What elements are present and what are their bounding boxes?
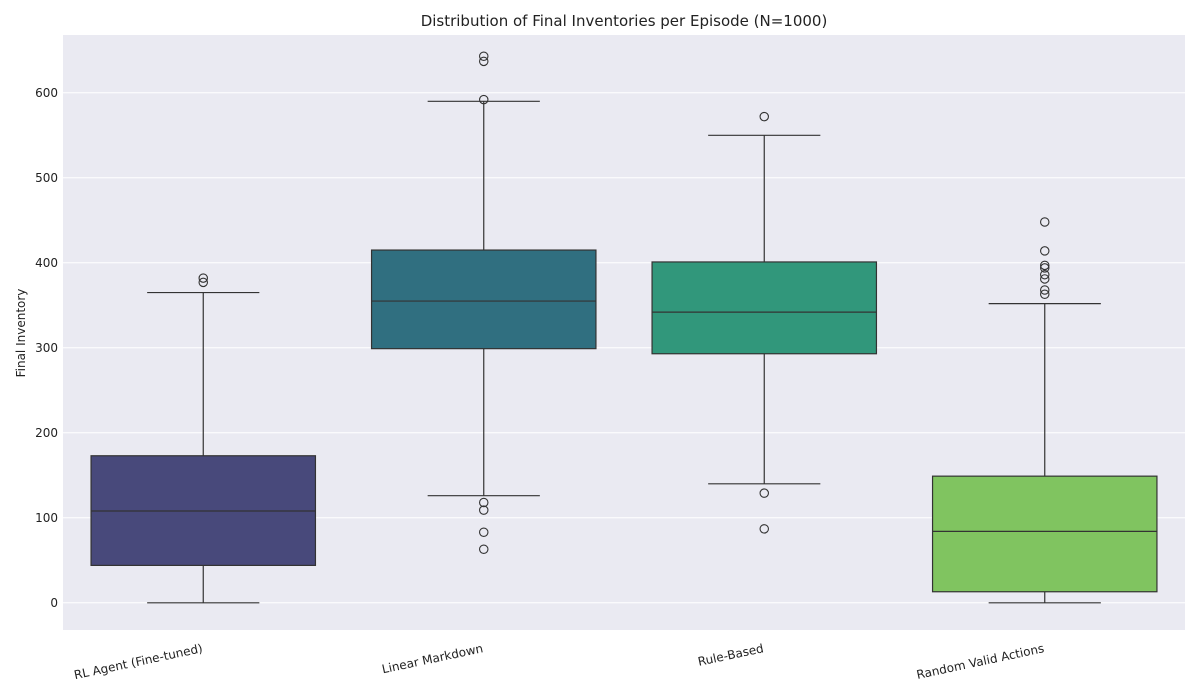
box-iqr (651, 261, 878, 355)
outlier-point (198, 273, 209, 283)
outlier-point (1040, 285, 1050, 295)
y-axis-ticks: 0 100 200 300 400 500 600 (35, 86, 58, 610)
x-tick-label: Rule-Based (697, 641, 765, 669)
outlier-point (1040, 263, 1050, 273)
y-axis-label: Final Inventory (14, 289, 28, 378)
outlier-point (1040, 217, 1050, 227)
box-iqr (370, 249, 597, 350)
y-tick-label: 400 (35, 256, 58, 270)
x-tick-label: Random Valid Actions (915, 641, 1045, 682)
outlier-point (478, 544, 489, 554)
box-group (931, 217, 1158, 604)
outlier-point (1040, 260, 1050, 271)
outlier-point (1040, 246, 1050, 256)
outlier-point (759, 488, 769, 498)
box-group (370, 51, 597, 554)
x-axis-ticks: RL Agent (Fine-tuned) Linear Markdown Rule… (73, 641, 1046, 682)
chart-title: Distribution of Final Inventories per Ep… (421, 12, 828, 30)
y-tick-label: 200 (35, 426, 58, 440)
outlier-point (478, 94, 489, 105)
outlier-point (1040, 289, 1050, 299)
y-tick-label: 100 (35, 511, 58, 525)
boxes (90, 51, 1158, 604)
x-tick-label: Linear Markdown (381, 641, 485, 676)
outlier-point (478, 505, 489, 515)
x-tick-label: RL Agent (Fine-tuned) (73, 641, 204, 682)
y-tick-label: 500 (35, 171, 58, 185)
box-iqr (931, 475, 1158, 593)
outlier-point (478, 56, 489, 67)
outlier-point (478, 527, 489, 537)
box-group (90, 273, 317, 604)
y-tick-label: 300 (35, 341, 58, 355)
outlier-point (198, 277, 209, 288)
outlier-point (1040, 274, 1050, 284)
outlier-point (478, 497, 489, 508)
outlier-point (478, 51, 489, 61)
outlier-point (1040, 269, 1050, 280)
outlier-point (759, 111, 769, 122)
outlier-point (759, 524, 769, 534)
y-tick-label: 600 (35, 86, 58, 100)
box-group (651, 111, 878, 534)
y-tick-label: 0 (50, 596, 58, 610)
